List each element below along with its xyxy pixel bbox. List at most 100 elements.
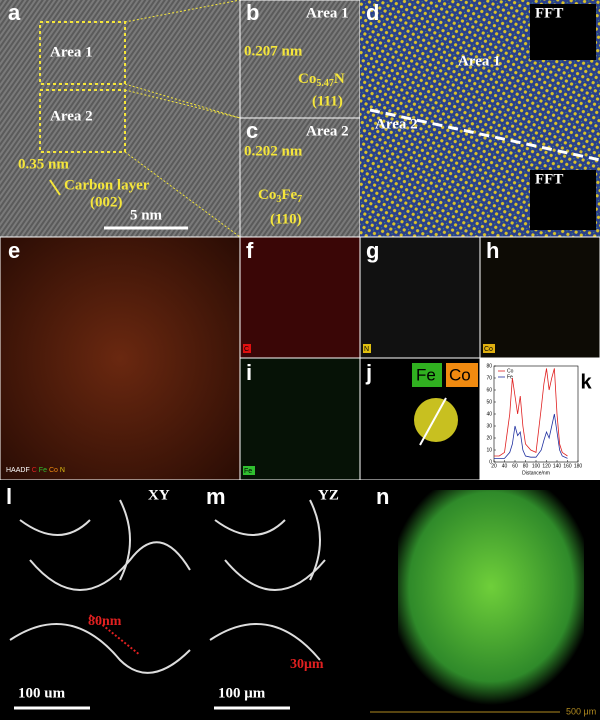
panel-label: h [486,238,499,263]
plane: (111) [312,93,343,109]
y-tick-label: 30 [486,423,492,429]
scale-label: 100 um [18,685,66,701]
element-tag [243,344,251,353]
legend-label: Fe [507,374,513,380]
size: 30μm [290,657,324,672]
scale-label: 5 nm [130,207,163,223]
fft-image [530,170,596,230]
area-box [39,21,126,85]
fft-image [530,4,596,60]
x-tick-label: 20 [491,463,497,469]
x-tick-label: 180 [574,463,583,469]
element: Co [449,365,471,384]
element: N [364,346,369,353]
panel-label: l [6,484,12,509]
boundary [369,108,600,162]
formula-part: Co [258,187,276,203]
y-tick-label: 10 [486,447,492,453]
area-label: Area 2 [50,108,93,124]
panel-l [0,480,200,720]
legend-entry: Fe [39,467,47,474]
plane: YZ [318,487,339,503]
formula-part: Co [298,71,316,87]
fft-label: FFT [535,171,563,187]
spacing: 0.207 nm [244,43,303,59]
x-tick-label: 120 [542,463,551,469]
panel-label: c [246,118,258,143]
x-tick-label: 140 [553,463,562,469]
scale-label: 500 μm [566,706,596,716]
y-tick-label: 60 [486,387,492,393]
x-tick-label: 100 [532,463,541,469]
y-tick-label: 0 [489,459,492,465]
panel-label: j [365,360,372,385]
x-tick-label: 80 [523,463,529,469]
element-tag [412,363,442,387]
particle [414,398,458,442]
panel-c [239,117,361,238]
spacing: 0.35 nm [18,156,69,172]
plane: XY [148,487,170,503]
panel-g [359,236,481,359]
panel-h [479,236,600,359]
y-tick-label: 70 [486,375,492,381]
area-label: Area 1 [306,5,349,21]
y-tick-label: 40 [486,411,492,417]
panel-i [239,357,361,481]
formula-sub: 3 [276,194,281,205]
formula: Co5.47N [298,71,345,89]
legend-label: Co [507,368,514,374]
size: 80nm [88,614,122,629]
panel-label: k [580,371,592,393]
pore-wall [9,499,191,674]
x-tick-label: 60 [512,463,518,469]
formula-part: Fe [281,187,297,203]
panel-m [200,480,370,720]
legend-entry: Co [49,467,58,474]
formula-sub: 5.47 [316,78,334,89]
x-axis-label: Distance/nm [522,470,550,476]
formula: Co3Fe7 [258,187,302,205]
y-tick-label: 80 [486,363,492,369]
legend: HAADF C Fe Co N [6,467,65,474]
x-tick-label: 160 [563,463,572,469]
element: Co [484,346,493,353]
element-tag [363,344,371,353]
line-scan [419,397,447,446]
area-label: Area 2 [375,116,418,132]
panel-label: m [206,484,226,509]
volume [398,490,584,705]
legend-entry: C [32,467,37,474]
formula-part: N [334,71,345,87]
area-label: Area 2 [306,123,349,139]
layer: Carbon layer [64,177,150,193]
area-box [39,89,126,153]
element: Fe [244,468,252,475]
element: Fe [416,365,436,384]
element-tag [243,466,255,475]
spacing: 0.202 nm [244,143,303,159]
pore-wall [209,499,326,661]
x-tick-label: 40 [502,463,508,469]
legend-entry: N [60,467,65,474]
panel-f [239,236,361,359]
y-tick-label: 20 [486,435,492,441]
area-label: Area 1 [50,44,93,60]
panel-label: n [376,484,389,509]
scale-label: 100 μm [218,685,266,701]
connector [124,0,241,23]
panel-label: g [366,238,379,263]
plane: (110) [270,211,302,227]
element-tag [483,344,495,353]
legend-entry: HAADF [6,467,30,474]
panel-label: e [8,238,20,263]
panel-label: i [246,360,252,385]
panel-label: f [246,238,254,263]
panel-e [0,236,241,481]
area-label: Area 1 [458,53,501,69]
series-line [494,413,568,459]
panel-label: d [366,0,379,25]
formula-sub: 7 [297,194,302,205]
marker [49,179,61,196]
